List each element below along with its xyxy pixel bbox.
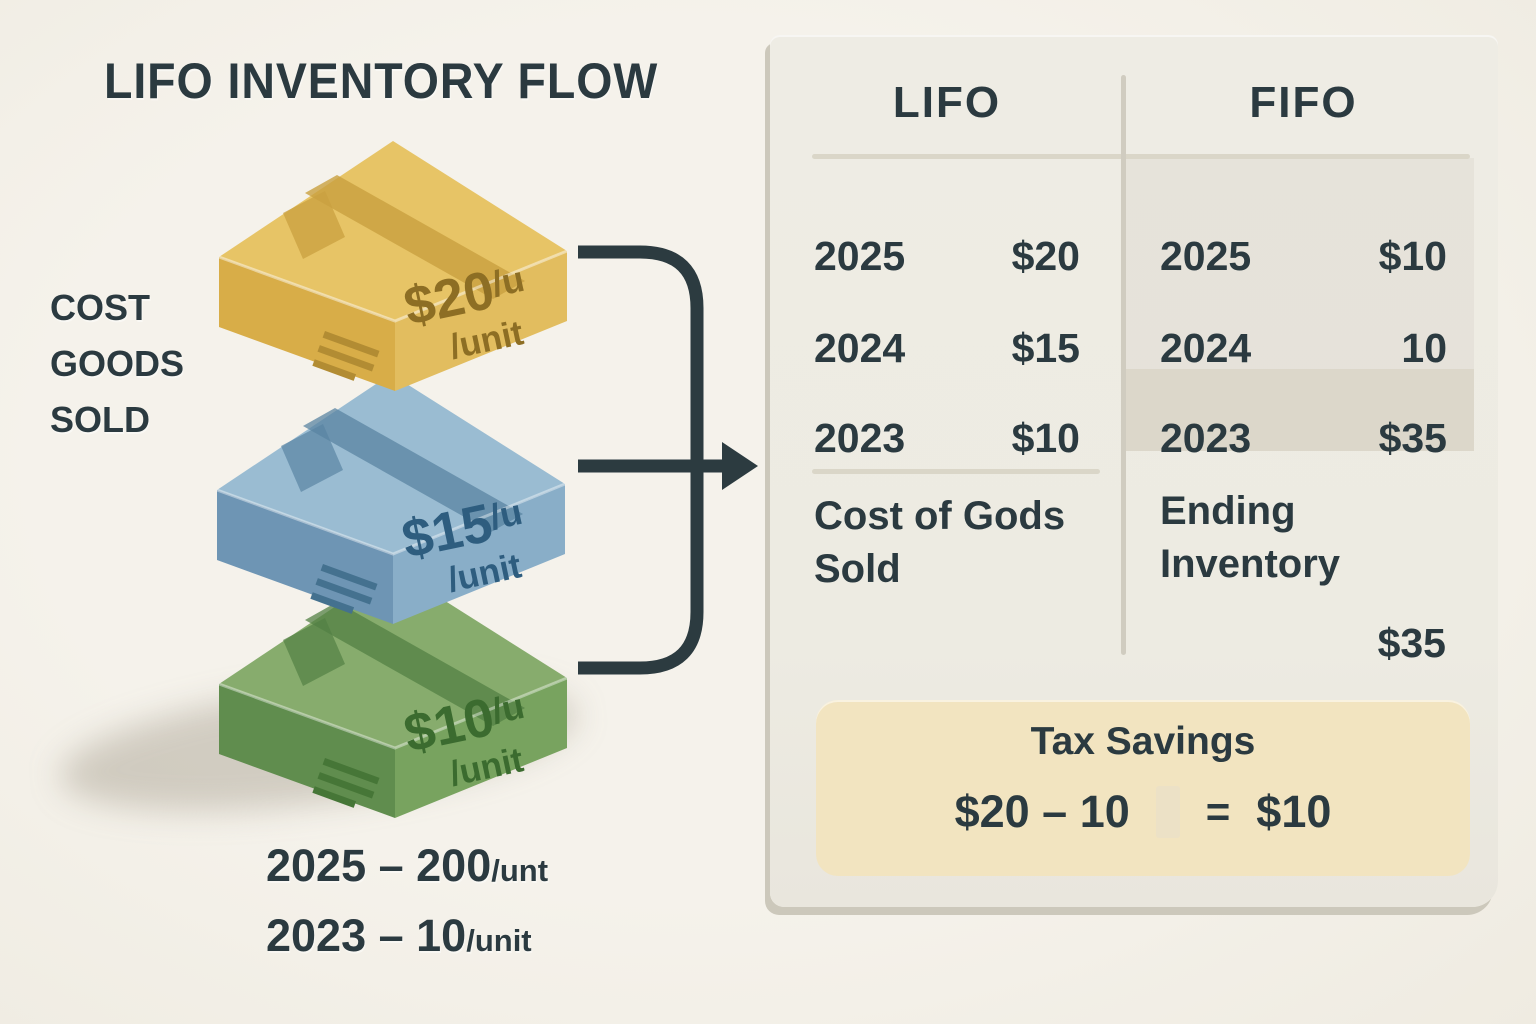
fifo-row-2023: 2023 $35	[1160, 415, 1447, 462]
formula-equals: =	[1205, 788, 1231, 835]
row-value: $20	[1011, 233, 1080, 279]
row-value: $15	[1011, 325, 1080, 371]
box-tape-patch	[281, 424, 343, 492]
box-shipping-marks	[310, 564, 378, 614]
inventory-box-stack: $10/u /unit $15/u /unit	[216, 141, 568, 818]
cost-label-line-2: GOODS	[50, 342, 185, 384]
box-edge-highlight	[218, 249, 568, 323]
box-tape-patch	[283, 618, 345, 686]
box-edge-highlight	[218, 676, 568, 750]
cost-goods-sold-label: COST GOODS SOLD	[50, 280, 184, 447]
row-value: $35	[1378, 415, 1447, 461]
fifo-2023-highlight	[1126, 369, 1474, 451]
fifo-column-tint	[1126, 158, 1474, 369]
tax-savings-title: Tax Savings	[1030, 720, 1256, 763]
row-year: 2023	[814, 415, 906, 461]
header-divider	[812, 154, 1470, 159]
sold-note-2025: 2025 – 200/unt	[266, 840, 548, 892]
tax-savings-callout: Tax Savings $20 – 10 = $10	[816, 700, 1470, 876]
box-front-face	[395, 251, 567, 391]
row-year: 2023	[1160, 415, 1252, 461]
column-divider	[1121, 75, 1126, 655]
box-front-face	[393, 484, 565, 624]
cost-label-line-3: SOLD	[50, 398, 151, 440]
sold-note-main: 2023 – 10	[266, 910, 467, 961]
flow-arrowhead-icon	[722, 442, 758, 490]
tax-savings-formula: $20 – 10 = $10	[816, 786, 1470, 838]
fifo-row-2025: 2025 $10	[1160, 233, 1447, 280]
formula-placeholder	[1155, 786, 1180, 838]
lifo-row-2025: 2025 $20	[814, 233, 1080, 280]
box-shipping-marks	[312, 331, 380, 381]
formula-result: $10	[1256, 786, 1332, 837]
box-tape-strip	[305, 175, 525, 299]
box-shipping-marks	[312, 758, 380, 808]
box-tape-strip	[303, 408, 523, 532]
row-year: 2025	[1160, 233, 1252, 279]
lifo-row-2023: 2023 $10	[814, 415, 1080, 462]
row-year: 2024	[814, 325, 906, 371]
flow-arrow	[578, 245, 758, 675]
sold-note-suffix: /unt	[491, 853, 549, 888]
row-year: 2025	[814, 233, 906, 279]
sold-note-2023: 2023 – 10/unit	[266, 910, 532, 962]
formula-lhs: $20 – 10	[954, 786, 1130, 837]
row-value: $10	[1011, 415, 1080, 461]
box-edge-highlight	[216, 482, 566, 556]
box-front-face	[395, 678, 567, 818]
box-price-label: $20/u /unit	[399, 258, 528, 367]
fifo-row-2024: 2024 10	[1160, 325, 1447, 372]
ending-inventory-total: $35	[1377, 620, 1446, 666]
sold-note-suffix: /unit	[466, 923, 532, 958]
page-title: LIFO INVENTORY FLOW	[104, 53, 659, 109]
row-year: 2024	[1160, 325, 1252, 371]
inventory-box-2025: $20/u /unit	[218, 141, 568, 391]
inventory-box-2024: $15/u /unit	[216, 374, 566, 624]
cost-label-line-1: COST	[50, 287, 151, 328]
fifo-column-header: FIFO	[1249, 78, 1358, 127]
inventory-box-2023: $10/u /unit	[218, 568, 568, 818]
lifo-row-2024: 2024 $15	[814, 325, 1080, 372]
row-value: $10	[1378, 233, 1447, 279]
comparison-panel: LIFO FIFO 2025 $20 2024 $15 2023 $10 202…	[770, 35, 1498, 907]
fifo-footer-label: Ending Inventory	[1160, 489, 1341, 586]
lifo-footer-divider	[812, 469, 1100, 474]
box-tape-strip	[305, 602, 525, 726]
sold-note-main: 2025 – 200	[266, 840, 492, 891]
box-tape-patch	[283, 191, 345, 259]
row-value: 10	[1401, 325, 1447, 371]
lifo-footer-label: Cost of Gods Sold	[814, 494, 1066, 591]
lifo-column-header: LIFO	[892, 78, 1002, 127]
